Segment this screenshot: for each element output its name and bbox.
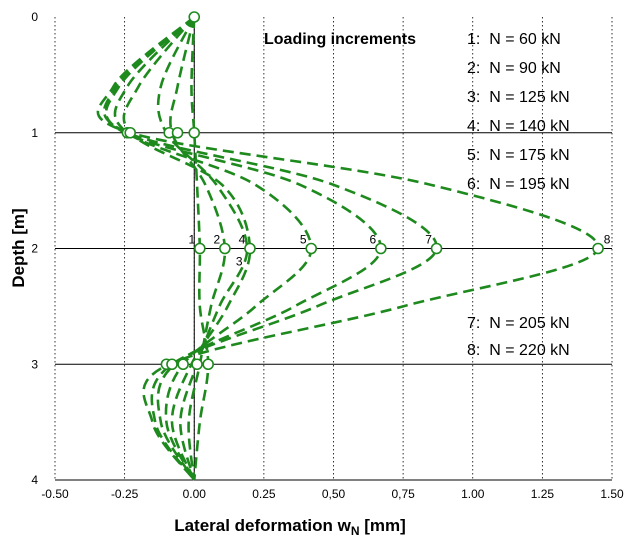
x-tick-label: 1.50 [600, 487, 624, 501]
legend-entry: 5: N = 175 kN [467, 147, 570, 164]
legend-entry: 8: N = 220 kN [467, 342, 570, 359]
data-marker [188, 11, 201, 23]
x-axis-title: Lateral deformation wN [mm] [174, 516, 406, 538]
x-tick-label: 0,75 [391, 487, 415, 501]
x-axis-title-subscript: N [351, 524, 360, 538]
x-axis-title-unit: [mm] [360, 516, 406, 535]
horizontal-gridlines [55, 132, 612, 481]
data-marker [177, 358, 189, 371]
legend-entry: 2: N = 90 kN [467, 60, 561, 77]
series-line-3 [156, 16, 249, 481]
data-marker [191, 358, 203, 371]
series-line-4 [122, 16, 252, 481]
data-marker [202, 358, 214, 371]
curve-labels: 1 2 3 4 5 6 7 8 [188, 233, 610, 269]
curve-label-6: 6 [370, 233, 377, 247]
y-tick-label: 3 [31, 357, 38, 371]
x-tick-label: 0.00 [183, 487, 207, 501]
x-tick-label: 0.25 [252, 487, 276, 501]
data-marker [171, 126, 184, 139]
legend-entry: 4: N = 140 kN [467, 118, 570, 135]
legend-entry: 3: N = 125 kN [467, 89, 570, 106]
curve-label-8: 8 [604, 233, 611, 247]
y-tick-label: 2 [31, 242, 38, 256]
y-tick-label: 1 [31, 126, 38, 140]
curve-label-2: 2 [214, 233, 221, 247]
curve-label-7: 7 [425, 233, 432, 247]
x-tick-label: -0.25 [111, 487, 139, 501]
legend-entry: 1: N = 60 kN [467, 31, 561, 48]
x-tick-label: 1.00 [461, 487, 485, 501]
data-marker [194, 242, 206, 255]
data-marker [592, 242, 604, 255]
data-marker [430, 242, 443, 255]
x-tick-label: -0.50 [41, 487, 69, 501]
y-axis-title: Depth [m] [9, 208, 28, 287]
x-tick-labels: -0.50 -0.25 0.00 0.25 0,50 0,75 1.00 1.25 1.50 [41, 487, 624, 501]
x-axis-title-main: Lateral deformation w [174, 516, 351, 535]
curve-label-3: 3 [236, 255, 243, 269]
y-tick-labels: 0 1 2 3 4 [31, 10, 38, 487]
x-tick-label: 0,50 [322, 487, 346, 501]
y-tick-label: 0 [31, 10, 38, 24]
curve-label-5: 5 [300, 233, 307, 247]
marker-layer [121, 11, 604, 371]
data-marker [244, 242, 256, 255]
legend: Loading increments 1: N = 60 kN 2: N = 90… [264, 31, 570, 359]
data-marker [166, 358, 178, 371]
series-line-5 [113, 16, 313, 481]
vertical-gridlines [54, 17, 613, 480]
legend-entry: 6: N = 195 kN [467, 176, 570, 193]
data-marker [188, 126, 201, 139]
curve-label-4: 4 [239, 233, 246, 247]
x-tick-label: 1.25 [531, 487, 555, 501]
data-marker [124, 126, 136, 139]
y-tick-label: 4 [31, 473, 38, 487]
series-line-8 [96, 16, 600, 481]
legend-title: Loading increments [264, 31, 416, 48]
curve-label-1: 1 [188, 233, 195, 247]
data-marker [305, 242, 318, 255]
legend-bottom-entries: 7: N = 205 kN 8: N = 220 kN [467, 315, 570, 359]
data-marker [375, 242, 387, 255]
legend-top-entries: 1: N = 60 kN 2: N = 90 kN 3: N = 125 kN 4: … [467, 31, 570, 193]
legend-entry: 7: N = 205 kN [467, 315, 570, 332]
data-marker [219, 242, 231, 255]
